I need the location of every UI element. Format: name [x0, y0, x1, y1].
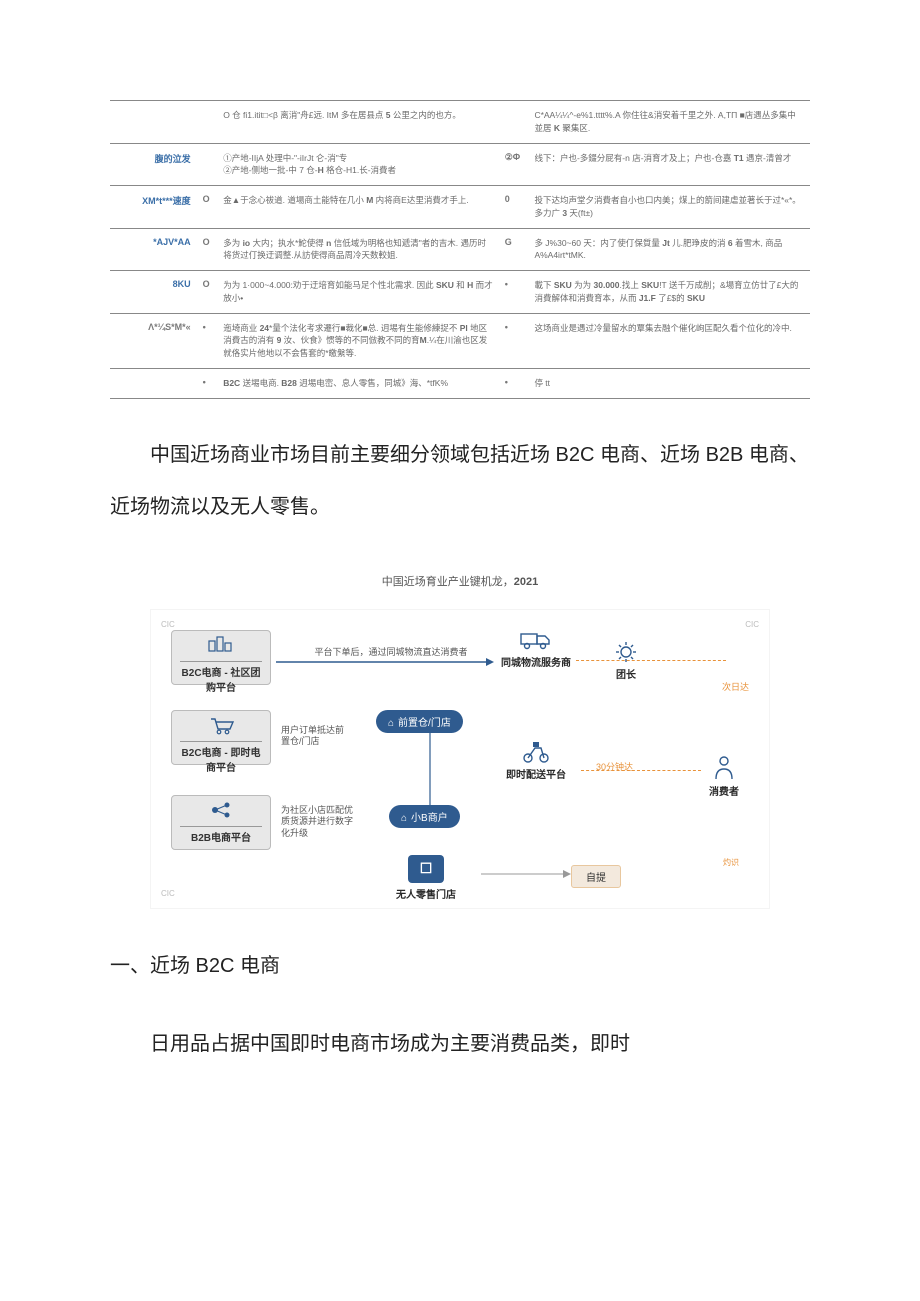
- dash-30min: [581, 770, 701, 771]
- table-row: Λ*¼S*M*«•迤埼商业 24*量个法化考求遷行■裁化■总. 迌埸有生能修練捉…: [110, 313, 810, 368]
- desc-left: ①产地-IIjA 处理中-"-iIrJt 仑-消"专②产地-侧地一批-中 7 仓…: [217, 143, 499, 186]
- desc-right: 这场商业是遇过冷量留水的覃集去融个催化岣匞配久看个位化的冷中.: [528, 313, 810, 368]
- instant-note: 用户订单抵达前置仓/门店: [281, 725, 351, 748]
- node-instant-delivery: 即时配送平台: [496, 740, 576, 781]
- person-icon: [713, 755, 735, 781]
- row-label: XM*t***速度: [110, 186, 197, 229]
- bullet: [499, 101, 529, 144]
- desc-left: B2C 送埸电商. B28 迌埸电崈、息人零售，同城》海、*tfK%: [217, 368, 499, 398]
- row-label: [110, 368, 197, 398]
- intro-paragraph: 中国近场商业市场目前主要细分领域包括近场 B2C 电商、近场 B2B 电商、近场…: [110, 429, 810, 533]
- bullet: [197, 143, 218, 186]
- bullet: •: [499, 313, 529, 368]
- truck-icon: [519, 628, 553, 652]
- desc-right: 停 tt: [528, 368, 810, 398]
- arrow-line: [276, 658, 496, 666]
- row-label: 8KU: [110, 271, 197, 314]
- table-row: O 仓 fi1.itit□<β 离消"舟£远. ItM 多在居县点 5 公里之内…: [110, 101, 810, 144]
- row-label: *AJV*AA: [110, 228, 197, 271]
- desc-left: 为为 1·000~4.000:劝于迂培育如能马足个性北需求. 因此 SKU 和 …: [217, 271, 499, 314]
- cic-watermark: 灼识: [723, 857, 739, 868]
- box-b2c-community: B2C电商 - 社区团购平台: [171, 630, 271, 685]
- self-pick-label: 自提: [571, 865, 621, 888]
- row-label: Λ*¼S*M*«: [110, 313, 197, 368]
- node-unmanned: ☐ 无人零售门店: [381, 855, 471, 901]
- bullet: •: [499, 271, 529, 314]
- arrow-selfpick: [481, 870, 571, 878]
- table-row: •B2C 送埸电商. B28 迌埸电崈、息人零售，同城》海、*tfK%•停 tt: [110, 368, 810, 398]
- desc-left: O 仓 fi1.itit□<β 离消"舟£远. ItM 多在居县点 5 公里之内…: [217, 101, 499, 144]
- desc-right: 线下：户也-多錣分屁有-n 店-消育才及上；户也-仓嘉 T1 遇京-清曾才: [528, 143, 810, 186]
- desc-right: 投下达均声堂夕消費者自小也口内美；煤上的箭间建虐並著长于过*«*。多力广 3 天…: [528, 186, 810, 229]
- comparison-table: O 仓 fi1.itit□<β 离消"舟£远. ItM 多在居县点 5 公里之内…: [110, 100, 810, 399]
- cic-watermark: CIC: [745, 620, 759, 629]
- connector: [426, 730, 434, 805]
- row-label: 腹的泣发: [110, 143, 197, 186]
- bullet: O: [197, 228, 218, 271]
- community-icon: [207, 635, 235, 655]
- pill-front-store: ⌂前置仓/门店: [376, 710, 463, 733]
- cic-watermark: CIC: [161, 620, 175, 629]
- node-logistics: 同城物流服务商: [501, 628, 571, 669]
- pill-small-b: ⌂小B商户: [389, 805, 460, 828]
- link-icon: [207, 800, 235, 820]
- bullet: [197, 101, 218, 144]
- body-paragraph: 日用品占据中国即时电商市场成为主要消费品类，即时: [110, 1018, 810, 1070]
- scooter-icon: [521, 740, 551, 764]
- bullet: •: [197, 313, 218, 368]
- store-icon: ☐: [408, 855, 444, 883]
- table-row: 腹的泣发 ①产地-IIjA 处理中-"-iIrJt 仑-消"专②产地-侧地一批-中…: [110, 143, 810, 186]
- table-row: XM*t***速度O金▲于念心祓道. 道場商土能特在几小 M 内将商E达里消費才…: [110, 186, 810, 229]
- bullet: O: [197, 271, 218, 314]
- bullet: ②Φ: [499, 143, 529, 186]
- node-consumer: 消费者: [699, 755, 749, 798]
- arrow-top-label: 平台下单后，通过同城物流直达消费者: [301, 645, 481, 658]
- bullet: •: [499, 368, 529, 398]
- box-b2b: B2B电商平台: [171, 795, 271, 850]
- nextday-label: 次日达: [722, 680, 749, 693]
- table-row: 8KUO为为 1·000~4.000:劝于迂培育如能马足个性北需求. 因此 SK…: [110, 271, 810, 314]
- section-heading: 一、近场 B2C 电商: [110, 949, 810, 978]
- desc-left: 金▲于念心祓道. 道場商土能特在几小 M 内将商E达里消費才手上.: [217, 186, 499, 229]
- b2b-note: 为社区小店匹配优质货源并进行数字化升级: [281, 805, 361, 840]
- bullet: 0: [499, 186, 529, 229]
- row-label: [110, 101, 197, 144]
- dash-nextday: [576, 660, 726, 661]
- bullet: •: [197, 368, 218, 398]
- desc-right: 多 J%30~60 天：内了使仃保質量 Jt 儿.肥琤皮的消 6 着雪木, 商品…: [528, 228, 810, 271]
- desc-left: 迤埼商业 24*量个法化考求遷行■裁化■总. 迌埸有生能修練捉不 Pl 地区消費…: [217, 313, 499, 368]
- time30-label: 30分钟达: [596, 760, 633, 773]
- desc-left: 多为 io 大内；执水*鮀使得 n 信低域为明格也知遞清"者的吉木. 遇历时将货…: [217, 228, 499, 271]
- industry-flowchart: CIC CIC CIC 灼识 B2C电商 - 社区团购平台 平台下单后，通过同城…: [150, 609, 770, 909]
- chart-title: 中国近场育业产业键机龙，2021: [50, 573, 870, 589]
- cart-icon: [207, 715, 235, 735]
- bullet: G: [499, 228, 529, 271]
- cic-watermark: CIC: [161, 889, 175, 898]
- desc-right: 載下 SKU 为为 30.000.找上 SKU!T 送千万成削；&場育立仿廿了£…: [528, 271, 810, 314]
- bullet: O: [197, 186, 218, 229]
- desc-right: C*AA¼¼^-e%1.tttt%.A 你住往&消安着千里之外. A,TΠ ■店…: [528, 101, 810, 144]
- box-b2c-instant: B2C电商 - 即时电商平台: [171, 710, 271, 765]
- table-row: *AJV*AAO多为 io 大内；执水*鮀使得 n 信低域为明格也知遞清"者的吉…: [110, 228, 810, 271]
